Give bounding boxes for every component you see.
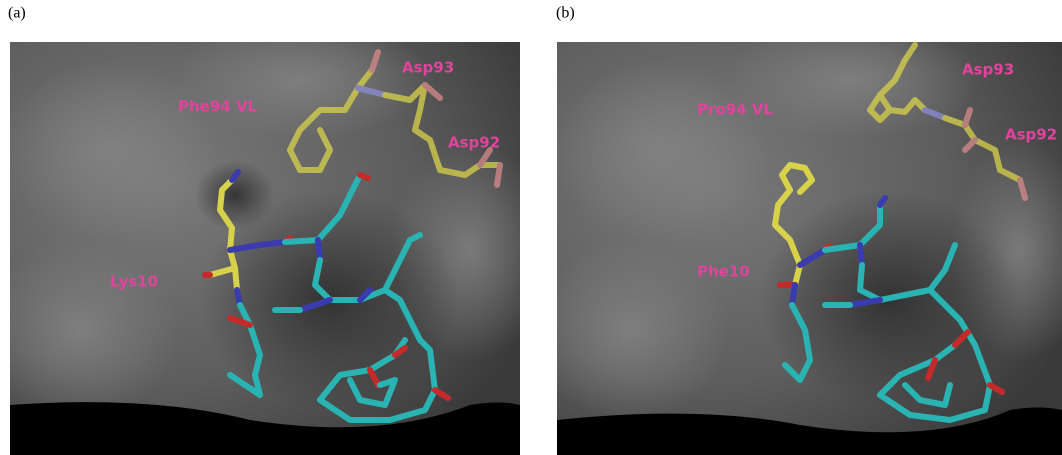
residue-label: Phe10 bbox=[697, 263, 750, 281]
figure: (a) Phe94 VL Asp93 Asp92 Lys10 (b) Pro94 VL Asp… bbox=[0, 0, 1062, 455]
panel-label: (a) bbox=[8, 5, 26, 22]
panel-a-image bbox=[0, 20, 550, 455]
residue-label: Asp92 bbox=[448, 134, 500, 152]
panel-label: (b) bbox=[556, 5, 575, 22]
residue-label: Pro94 VL bbox=[697, 101, 773, 119]
residue-label: Asp92 bbox=[1005, 126, 1057, 144]
residue-label: Lys10 bbox=[110, 273, 158, 291]
residue-label: Asp93 bbox=[402, 59, 454, 77]
residue-label: Asp93 bbox=[962, 61, 1014, 79]
panel-b-image bbox=[530, 20, 1062, 455]
figure-svg: (a) Phe94 VL Asp93 Asp92 Lys10 (b) Pro94 VL Asp… bbox=[0, 0, 1062, 455]
residue-label: Phe94 VL bbox=[178, 98, 258, 116]
